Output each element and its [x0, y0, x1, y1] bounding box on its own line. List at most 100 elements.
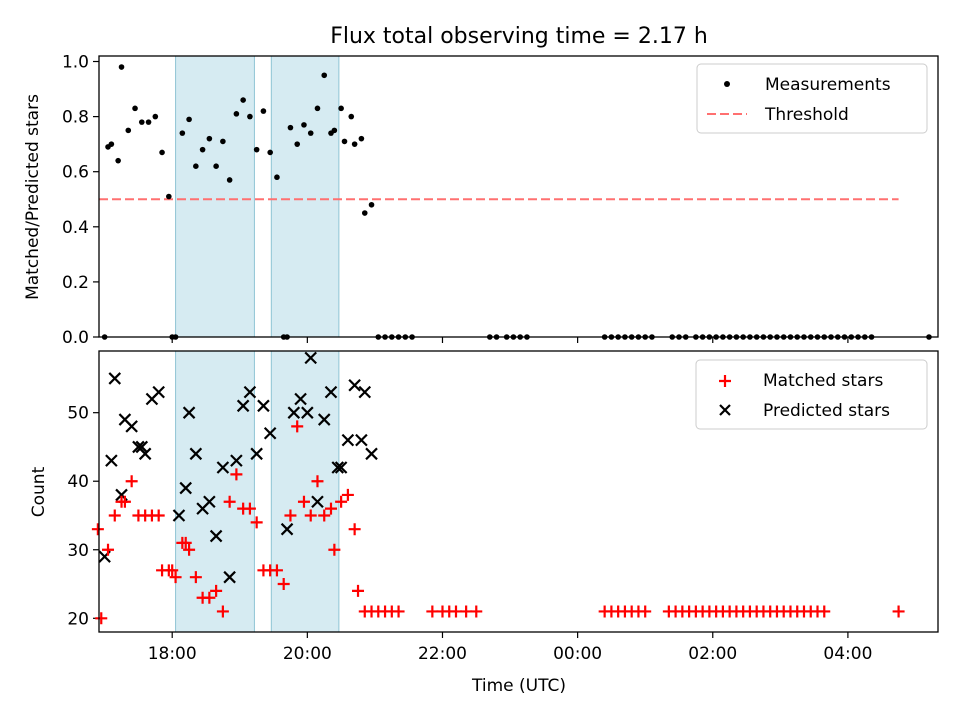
matched-star-point: [284, 509, 297, 522]
measurement-point: [159, 149, 165, 156]
predicted-star-point: [203, 495, 216, 509]
measurement-point: [294, 141, 301, 147]
ratio-y-tick-label: 0.4: [62, 218, 89, 238]
chart-title: Flux total observing time = 2.17 h: [330, 24, 708, 49]
measurement-point: [314, 105, 321, 112]
predicted-star-point: [230, 454, 243, 467]
legend-matched-label: Matched stars: [763, 371, 883, 391]
x-axis-label: Time (UTC): [471, 676, 566, 696]
matched-star-point: [341, 488, 354, 501]
legend-matched-marker: [719, 375, 731, 387]
measurement-point: [287, 124, 294, 131]
predicted-star-point: [341, 433, 355, 447]
x-tick-label: 22:00: [418, 644, 467, 664]
measurement-point: [274, 174, 280, 181]
matched-star-point: [189, 571, 202, 584]
predicted-star-point: [317, 413, 331, 426]
matched-star-point: [470, 605, 483, 618]
matched-star-point: [91, 523, 104, 536]
predicted-star-point: [348, 378, 361, 392]
ratio-y-tick-label: 1.0: [62, 53, 89, 73]
measurement-point: [138, 119, 145, 125]
predicted-star-point: [358, 385, 372, 399]
measurement-point: [351, 141, 358, 147]
predicted-star-point: [287, 406, 301, 419]
matched-star-point: [125, 475, 138, 488]
matched-star-point: [426, 605, 439, 618]
predicted-star-point: [301, 406, 314, 419]
measurement-point: [193, 163, 199, 169]
legend-predicted-marker: [719, 404, 731, 416]
matched-star-points: [91, 420, 905, 625]
predicted-star-point: [182, 406, 196, 419]
matched-star-point: [183, 543, 196, 556]
predicted-star-point: [355, 433, 368, 447]
predicted-star-point: [365, 447, 378, 461]
x-tick-label: 04:00: [823, 644, 872, 664]
count-legend: Matched stars Predicted stars: [695, 359, 928, 430]
measurement-point: [368, 201, 375, 208]
measurement-point: [220, 138, 226, 145]
matched-star-point: [818, 605, 831, 618]
measurement-point: [260, 108, 267, 114]
matched-star-point: [449, 605, 462, 618]
measurement-point: [267, 149, 273, 156]
x-tick-label: 02:00: [688, 644, 737, 664]
measurement-point: [348, 113, 355, 120]
measurement-point: [132, 105, 138, 112]
measurement-point: [301, 122, 307, 128]
measurement-point: [226, 177, 233, 183]
ratio-legend-box: [696, 63, 928, 134]
matched-star-point: [460, 605, 473, 618]
matched-star-point: [277, 578, 290, 591]
predicted-star-point: [138, 447, 152, 461]
predicted-star-point: [105, 454, 118, 467]
count-y-tick-label: 20: [67, 609, 89, 629]
matched-star-point: [348, 523, 361, 536]
measurement-point: [307, 130, 314, 136]
shaded-window-2: [270, 55, 340, 338]
matched-star-point: [335, 495, 348, 508]
count-y-tick-label: 50: [67, 404, 89, 424]
measurement-point: [358, 135, 365, 142]
x-tick-label: 00:00: [553, 644, 602, 664]
count-y-tick-label: 30: [67, 541, 89, 561]
legend-measurements-label: Measurements: [765, 75, 891, 95]
count-legend-box: [695, 359, 928, 430]
count-panel: 20 30 40 50 18:00 20:00 22:00 00:00 02:00 04:00 C…: [29, 350, 939, 696]
measurement-point: [361, 210, 368, 216]
measurement-point: [166, 193, 172, 200]
matched-star-point: [304, 509, 317, 522]
predicted-star-point: [125, 420, 138, 433]
predicted-star-points: [98, 351, 378, 584]
matched-star-point: [892, 605, 905, 618]
predicted-star-point: [311, 495, 324, 509]
ratio-panel: 0.0 0.2 0.4 0.6 0.8 1.0 Matched/Predicted sta…: [23, 53, 939, 348]
count-y-axis-label: Count: [29, 466, 49, 517]
matched-star-point: [328, 543, 341, 556]
matched-star-point: [95, 612, 108, 625]
predicted-star-point: [108, 372, 122, 385]
matched-star-point: [152, 509, 165, 522]
ratio-y-tick-label: 0.2: [62, 273, 89, 293]
matched-star-point: [392, 605, 405, 618]
matched-star-point: [203, 591, 216, 604]
matched-star-point: [223, 495, 236, 508]
shaded-window-1: [175, 55, 255, 338]
measurement-point: [108, 141, 115, 147]
measurement-point: [115, 157, 121, 164]
matched-star-point: [169, 571, 182, 584]
matched-star-point: [318, 509, 331, 522]
count-axes-frame: [98, 350, 939, 633]
matched-star-point: [166, 564, 179, 577]
matched-star-point: [639, 605, 652, 618]
predicted-star-point: [331, 461, 345, 474]
measurement-point: [338, 105, 344, 112]
ratio-y-tick-label: 0.6: [62, 163, 89, 183]
matched-star-point: [179, 536, 192, 549]
ratio-legend: Measurements Threshold: [696, 63, 928, 134]
predicted-star-point: [236, 399, 250, 413]
matched-star-point: [324, 502, 337, 515]
predicted-star-point: [216, 461, 230, 474]
matched-star-point: [250, 516, 263, 529]
